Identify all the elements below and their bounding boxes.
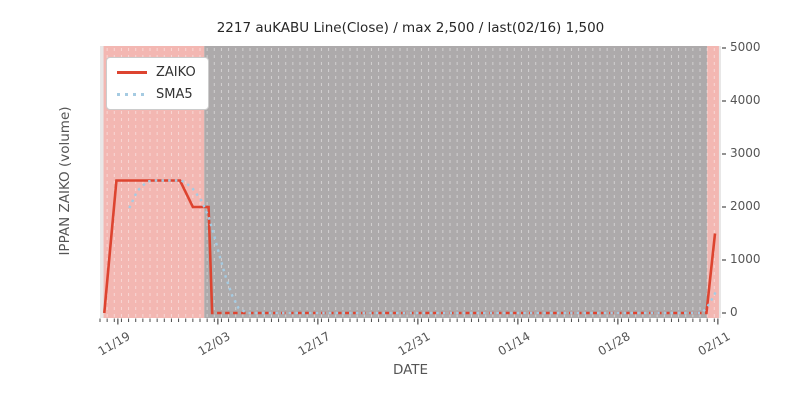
y-tick-label: 5000 <box>730 40 761 54</box>
legend-item-zaiko: ZAIKO <box>117 65 196 80</box>
legend-label-sma5: SMA5 <box>156 87 193 102</box>
x-axis-label: DATE <box>392 362 429 378</box>
legend-item-sma5: SMA5 <box>117 87 196 102</box>
y-tick-label: 2000 <box>730 199 761 213</box>
zaiko-line-swatch <box>117 71 147 74</box>
legend: ZAIKO SMA5 <box>106 57 209 110</box>
chart-title: 2217 auKABU Line(Close) / max 2,500 / la… <box>216 20 605 36</box>
sma5-line-swatch <box>117 93 147 96</box>
band-1 <box>204 46 708 318</box>
legend-label-zaiko: ZAIKO <box>156 65 196 80</box>
y-tick-label: 0 <box>730 305 738 319</box>
y-tick-label: 1000 <box>730 252 761 266</box>
y-tick-label: 4000 <box>730 93 761 107</box>
band-2 <box>707 46 719 318</box>
y-tick-label: 3000 <box>730 146 761 160</box>
